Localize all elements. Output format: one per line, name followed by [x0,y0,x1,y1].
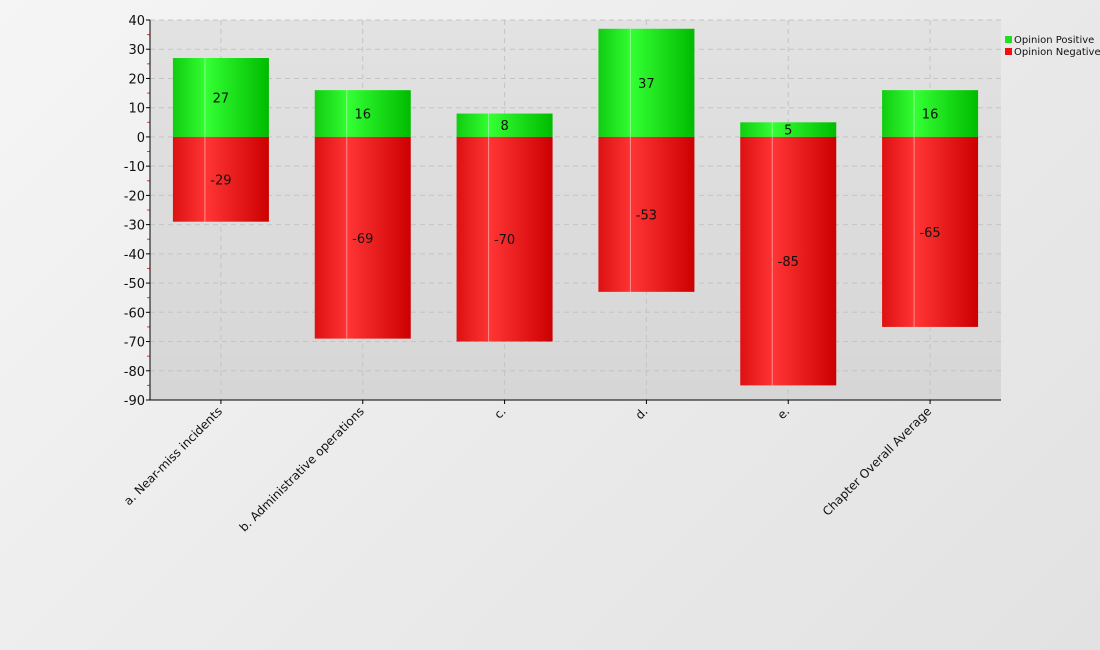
y-tick-label: -50 [124,277,145,292]
data-label: 16 [922,108,939,123]
data-label: -53 [636,208,657,223]
data-label: -70 [494,233,515,248]
y-tick-label: -20 [124,189,145,204]
bar-negative [172,136,269,222]
bar-positive [172,58,269,137]
x-tick-label: d. [633,404,651,422]
y-tick-label: -10 [124,160,145,175]
y-tick-label: 10 [128,102,145,117]
data-label: 37 [638,77,655,92]
bar-positive [882,90,979,137]
x-tick-label: b. Administrative operations [237,404,367,534]
legend-swatch [1005,48,1012,55]
data-label: 8 [500,119,508,134]
y-tick-label: -60 [124,306,145,321]
bar-positive [456,113,553,137]
legend-label: Opinion Negative [1014,47,1100,58]
data-label: 27 [213,91,230,106]
y-tick-label: 40 [128,14,145,29]
y-tick-label: 20 [128,72,145,87]
bar-positive [598,28,695,137]
y-tick-label: -90 [124,394,145,409]
legend-swatch [1005,36,1012,43]
bar-negative [882,136,979,327]
bar-positive [740,122,837,137]
bar-negative [598,136,695,292]
bar-negative [456,136,553,342]
y-tick-label: -40 [124,248,145,263]
data-label: -85 [778,255,799,270]
plot-area [150,20,1001,400]
y-tick-label: -80 [124,365,145,380]
data-label: 16 [354,108,371,123]
bar-negative [740,136,837,386]
data-label: -29 [210,173,231,188]
legend-label: Opinion Positive [1014,35,1094,46]
x-tick-label: a. Near-miss incidents [121,404,225,508]
y-tick-label: 30 [128,43,145,58]
data-label: -69 [352,232,373,247]
x-tick-label: c. [491,404,508,421]
bar-positive [314,90,411,137]
x-tick-label: Chapter Overall Average [820,404,934,518]
y-tick-label: -70 [124,336,145,351]
data-label: -65 [919,226,940,241]
y-tick-label: -30 [124,219,145,234]
y-tick-label: 0 [137,131,145,146]
data-label: 5 [784,124,792,139]
x-tick-label: e. [775,404,793,422]
bar-negative [314,136,411,339]
